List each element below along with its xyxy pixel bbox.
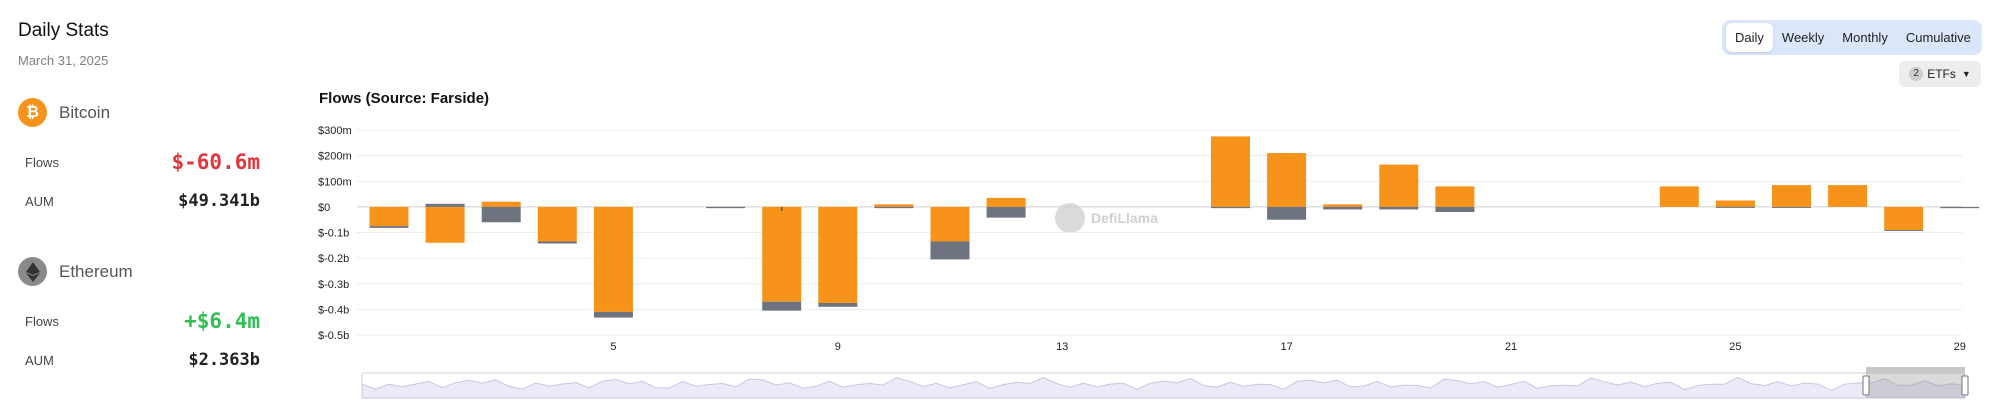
x-tick-label: 21: [1505, 341, 1517, 353]
toggle-weekly[interactable]: Weekly: [1781, 30, 1825, 45]
bar-series-2[interactable]: [537, 241, 577, 244]
ethereum-aum-value: $2.363b: [188, 350, 260, 370]
x-tick-label: 9: [835, 341, 841, 353]
bar-series-2[interactable]: [818, 302, 858, 307]
bar-series-1[interactable]: [818, 206, 858, 303]
bar-series-2[interactable]: [930, 241, 970, 260]
bar-series-1[interactable]: [930, 206, 970, 242]
bitcoin-header: ₿ Bitcoin: [18, 98, 110, 127]
toggle-cumulative[interactable]: Cumulative: [1905, 30, 1971, 45]
bar-series-2[interactable]: [1267, 206, 1307, 220]
bar-series-2[interactable]: [1379, 206, 1419, 210]
bar-series-2[interactable]: [1435, 206, 1475, 212]
bar-series-1[interactable]: [425, 206, 465, 243]
bar-series-2[interactable]: [706, 206, 746, 209]
zoom-handle-right[interactable]: [1961, 375, 1969, 396]
daily-stats-panel: Daily Stats March 31, 2025 ₿ Bitcoin Flo…: [0, 0, 290, 419]
panel-date: March 31, 2025: [18, 53, 109, 68]
bar-series-1[interactable]: [986, 197, 1026, 207]
x-tick-label: 5: [610, 341, 616, 353]
x-tick-label: 17: [1280, 341, 1292, 353]
bar-series-2[interactable]: [481, 206, 521, 223]
bitcoin-flows-row: Flows $-60.6m: [25, 150, 260, 174]
ethereum-flows-label: Flows: [25, 313, 59, 329]
y-tick-label: $100m: [318, 176, 352, 188]
zoom-window-bar[interactable]: [1866, 367, 1965, 373]
bitcoin-aum-label: AUM: [25, 193, 54, 209]
bar-series-1[interactable]: [481, 201, 521, 207]
watermark-text: DefiLlama: [1091, 210, 1158, 226]
toggle-monthly[interactable]: Monthly: [1842, 30, 1888, 45]
bitcoin-aum-value: $49.341b: [178, 191, 260, 211]
zoom-window[interactable]: [1866, 373, 1965, 398]
chevron-down-icon: ▼: [1961, 69, 1971, 79]
bar-series-1[interactable]: [762, 206, 802, 302]
y-tick-label: $300m: [318, 125, 352, 137]
bar-series-1[interactable]: [593, 206, 633, 312]
x-tick-label: 13: [1056, 341, 1068, 353]
y-tick-label: $-0.5b: [318, 330, 349, 342]
bar-series-1[interactable]: [1323, 204, 1363, 207]
bar-series-2[interactable]: [874, 206, 914, 209]
bar-series-1[interactable]: [537, 206, 577, 242]
y-tick-label: $200m: [318, 151, 352, 163]
panel-title: Daily Stats: [18, 20, 109, 41]
defillama-watermark: DefiLlama: [1055, 203, 1158, 233]
zoom-sparkline: [361, 377, 1966, 399]
bar-series-1[interactable]: [1267, 153, 1307, 207]
etf-filter-dropdown[interactable]: 2 ETFs ▼: [1899, 61, 1981, 87]
bitcoin-icon: ₿: [18, 98, 47, 127]
y-tick-label: $0: [318, 202, 330, 214]
bar-series-1[interactable]: [1772, 185, 1811, 207]
zoom-handle-left[interactable]: [1862, 375, 1870, 396]
etf-filter-label: ETFs: [1927, 67, 1956, 81]
bar-series-1[interactable]: [1715, 200, 1755, 207]
bar-series-2[interactable]: [986, 206, 1026, 218]
x-tick-label: 25: [1729, 341, 1741, 353]
bar-series-1[interactable]: [1379, 164, 1419, 207]
bitcoin-flows-label: Flows: [25, 154, 59, 170]
bar-series-2[interactable]: [425, 203, 465, 207]
bar-series-2[interactable]: [1211, 206, 1250, 209]
ethereum-aum-row: AUM $2.363b: [25, 350, 260, 370]
bar-series-2[interactable]: [369, 226, 409, 228]
ethereum-flows-row: Flows +$6.4m: [25, 309, 260, 333]
ethereum-name: Ethereum: [59, 261, 133, 281]
bar-series-1[interactable]: [1435, 186, 1475, 207]
ethereum-header: Ethereum: [18, 257, 133, 286]
ethereum-flows-value: +$6.4m: [184, 309, 260, 333]
bitcoin-flows-value: $-60.6m: [171, 150, 260, 174]
bar-series-1[interactable]: [1828, 185, 1868, 207]
period-toggle-group: Daily Weekly Monthly Cumulative: [1722, 20, 1982, 55]
y-tick-label: $-0.4b: [318, 304, 349, 316]
bitcoin-name: Bitcoin: [59, 102, 111, 122]
bar-series-1[interactable]: [1659, 186, 1699, 207]
y-tick-label: $-0.2b: [318, 253, 349, 265]
bar-series-1[interactable]: [874, 204, 914, 207]
ethereum-aum-label: AUM: [25, 352, 54, 368]
y-tick-label: $-0.3b: [318, 279, 349, 291]
bar-series-2[interactable]: [1715, 206, 1755, 208]
y-tick-label: $-0.1b: [318, 228, 349, 240]
x-tick-label: 29: [1954, 341, 1966, 353]
bar-series-2[interactable]: [1940, 206, 1980, 209]
defillama-logo-icon: [1055, 203, 1085, 233]
bar-series-2[interactable]: [1772, 206, 1811, 208]
bar-series-2[interactable]: [593, 311, 633, 318]
bar-series-2[interactable]: [1323, 206, 1363, 210]
ethereum-icon: [18, 257, 47, 286]
bar-series-2[interactable]: [1884, 229, 1924, 231]
chart-title: Flows (Source: Farside): [319, 90, 490, 107]
etf-count-badge: 2: [1909, 67, 1924, 81]
bar-series-2[interactable]: [762, 301, 802, 311]
bar-series-1[interactable]: [1884, 206, 1924, 230]
toggle-daily[interactable]: Daily: [1726, 23, 1773, 52]
bar-series-1[interactable]: [1211, 136, 1250, 207]
bar-series-1[interactable]: [369, 206, 409, 227]
bitcoin-aum-row: AUM $49.341b: [25, 191, 260, 211]
